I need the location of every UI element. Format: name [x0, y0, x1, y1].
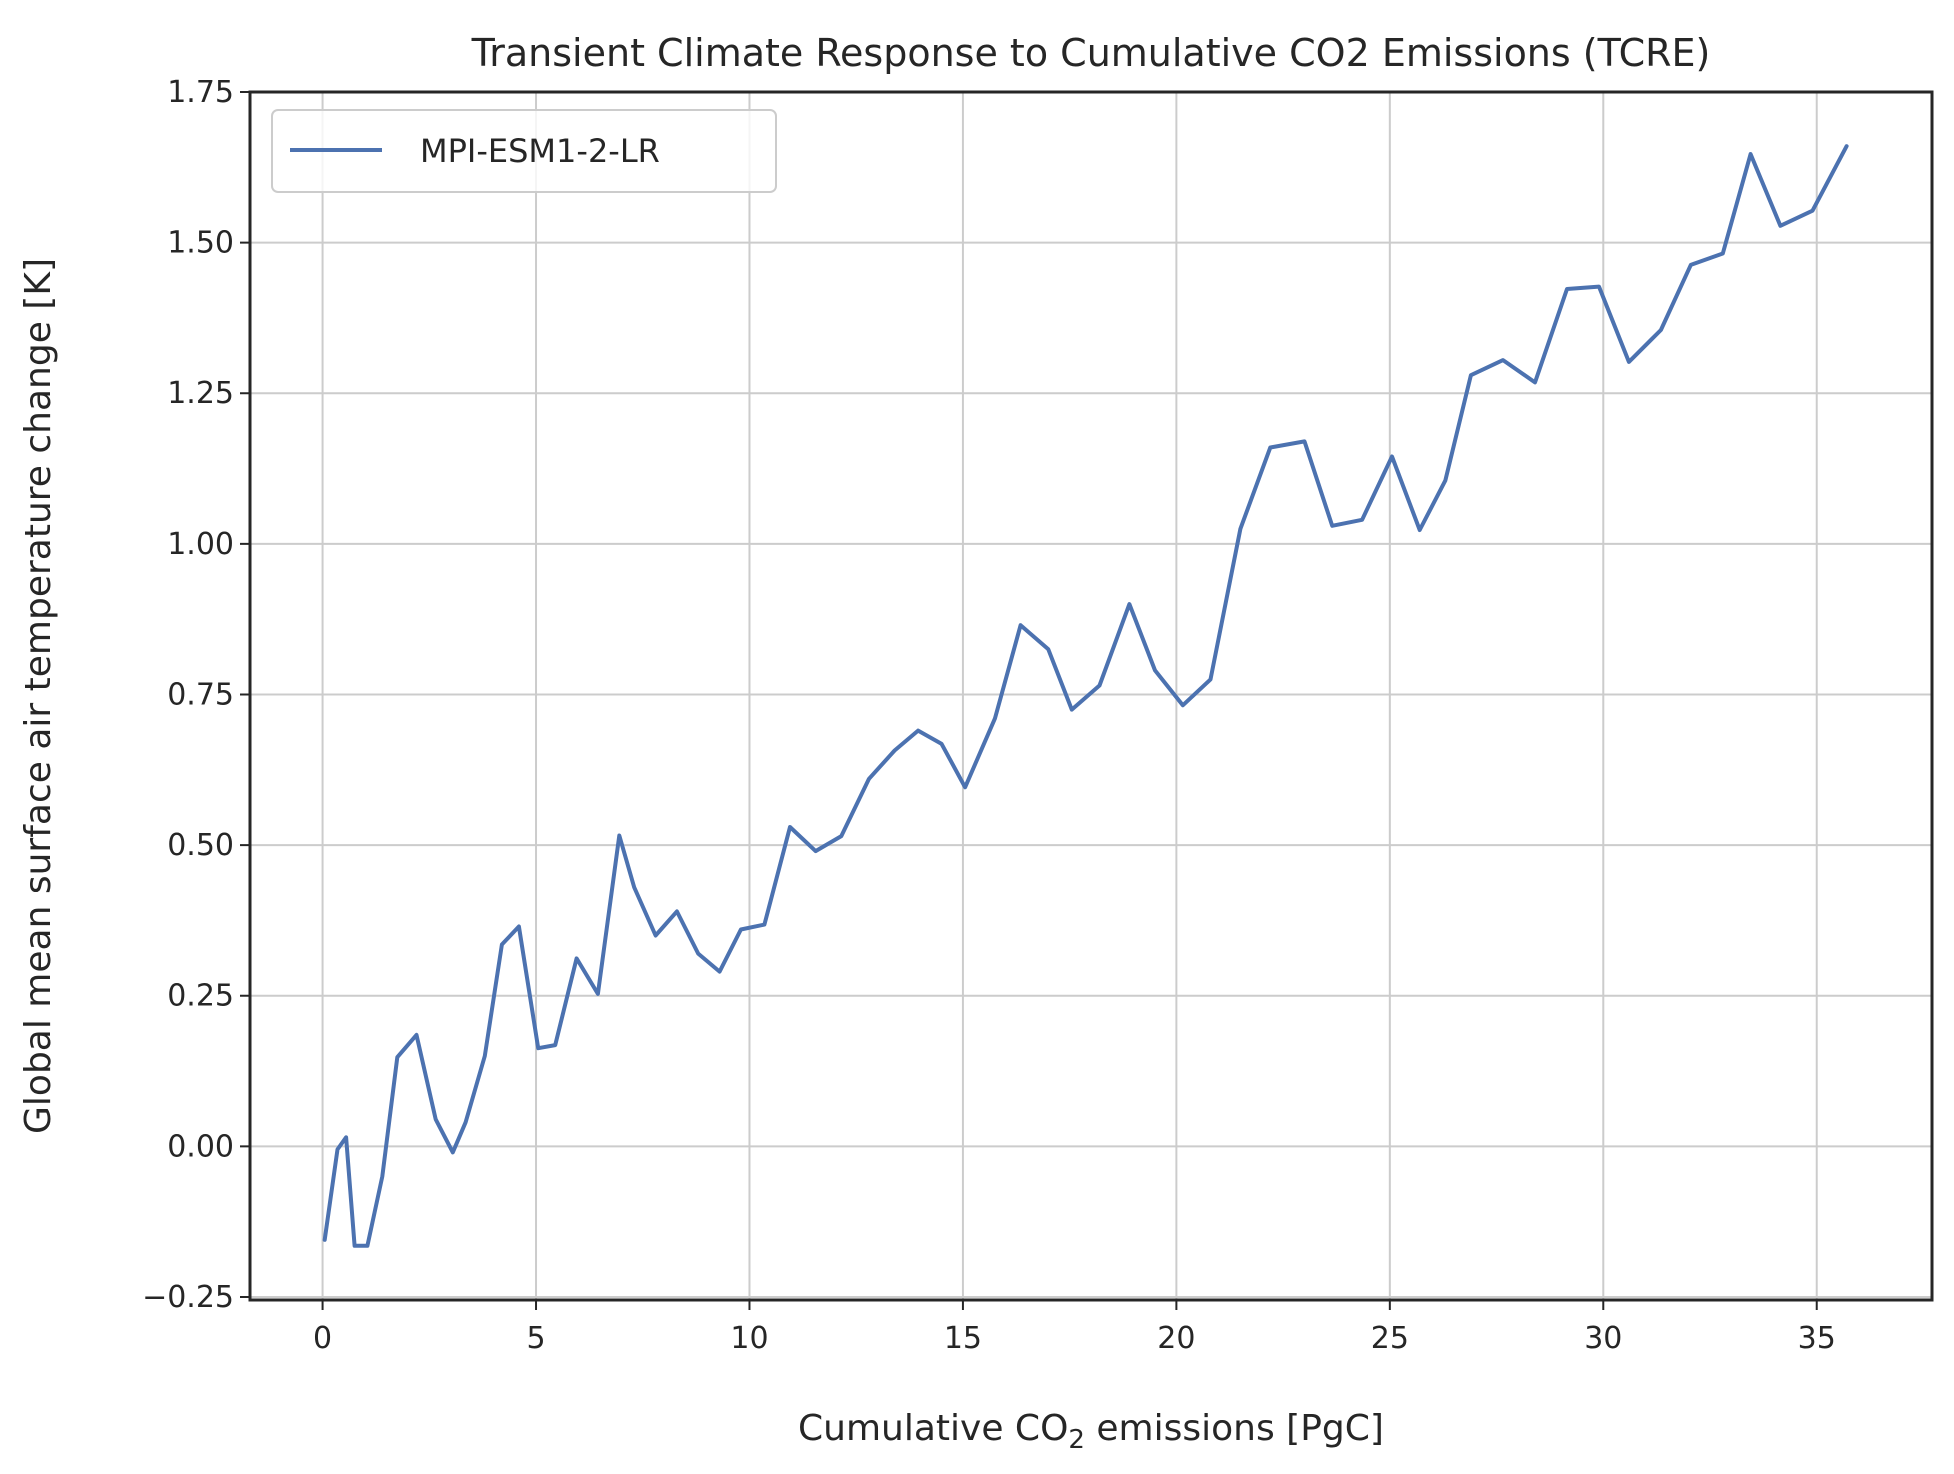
y-tick-label: 1.25 — [167, 376, 234, 411]
x-tick-label: 20 — [1157, 1321, 1195, 1356]
y-tick-label: 0.75 — [167, 677, 234, 712]
y-tick-label: 1.00 — [167, 527, 234, 562]
plot-frame — [248, 90, 1934, 1302]
x-tick-label: 25 — [1371, 1321, 1409, 1356]
axis-ticks: 0 5 10 15 20 25 30 35 −0.25 0.00 0.25 0.50 0.75 1.00 1… — [142, 75, 1836, 1356]
y-tick-label: 0.00 — [167, 1129, 234, 1164]
x-tick-label: 35 — [1798, 1321, 1836, 1356]
series-line-mpi-esm1-2-lr — [322, 144, 1849, 1248]
x-axis-label-main: Cumulative CO — [798, 1408, 1068, 1449]
x-tick-label: 30 — [1584, 1321, 1622, 1356]
legend-entry-label: MPI-ESM1-2-LR — [420, 132, 660, 170]
x-axis-label-rest: emissions [PgC] — [1085, 1408, 1384, 1449]
x-tick-label: 10 — [730, 1321, 768, 1356]
y-tick-label: 1.75 — [167, 75, 234, 110]
x-tick-label: 5 — [526, 1321, 545, 1356]
y-axis-label: Global mean surface air temperature chan… — [18, 258, 59, 1134]
x-axis-label: Cumulative CO2 emissions [PgC] — [798, 1408, 1384, 1455]
y-tick-label: −0.25 — [142, 1280, 234, 1315]
legend: MPI-ESM1-2-LR — [271, 109, 777, 193]
x-axis-label-subscript: 2 — [1068, 1425, 1085, 1455]
y-tick-label: 0.25 — [167, 979, 234, 1014]
legend-box — [271, 109, 777, 193]
y-tick-label: 1.50 — [167, 226, 234, 261]
chart-title: Transient Climate Response to Cumulative… — [471, 31, 1711, 75]
y-tick-label: 0.50 — [167, 828, 234, 863]
x-tick-label: 15 — [944, 1321, 982, 1356]
x-tick-label: 0 — [313, 1321, 332, 1356]
series-layer — [322, 144, 1849, 1248]
